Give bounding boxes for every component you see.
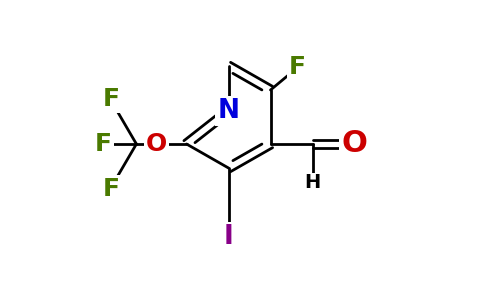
- Text: H: H: [304, 173, 320, 193]
- Text: F: F: [103, 87, 120, 111]
- Text: N: N: [217, 98, 240, 124]
- Text: F: F: [94, 132, 112, 156]
- Text: F: F: [289, 56, 306, 80]
- Text: I: I: [224, 224, 233, 250]
- Text: O: O: [342, 130, 368, 158]
- Text: F: F: [103, 177, 120, 201]
- Text: O: O: [146, 132, 167, 156]
